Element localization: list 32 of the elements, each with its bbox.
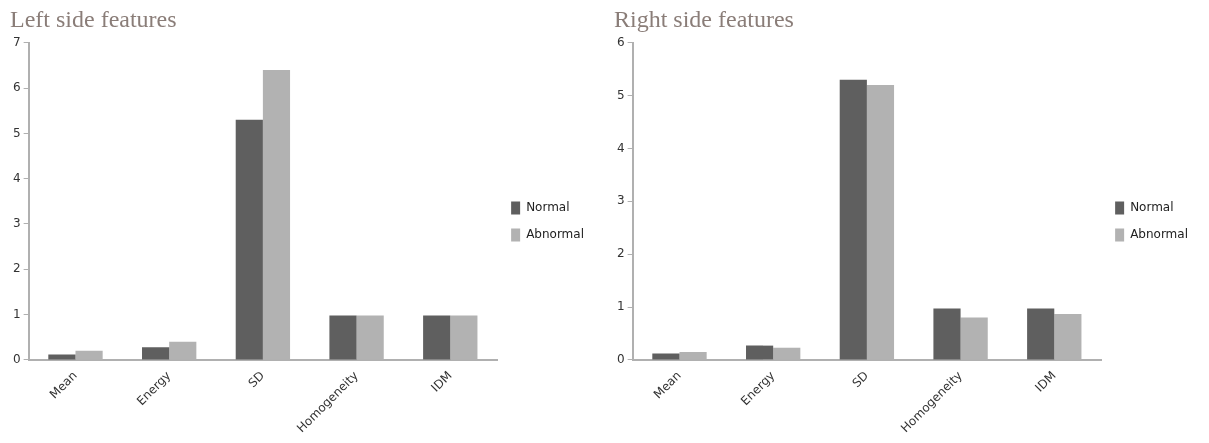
legend-label: Normal — [526, 200, 570, 215]
y-tick-label: 0 — [12, 352, 21, 366]
chart-title: Right side features — [614, 5, 794, 32]
y-tick-label: 2 — [12, 261, 21, 276]
y-tick-label: 1 — [616, 299, 625, 314]
y-tick-label: 5 — [616, 87, 625, 102]
legend-label: Abnormal — [1130, 227, 1188, 242]
bar — [933, 308, 961, 360]
y-tick-label: 6 — [12, 80, 21, 95]
bar — [1027, 308, 1055, 360]
x-tick-label: SD — [849, 368, 872, 391]
y-tick-label: 4 — [12, 170, 21, 185]
y-tick-label: 0 — [616, 352, 625, 366]
y-tick-label: 1 — [12, 306, 21, 321]
y-tick-label: 3 — [12, 216, 21, 231]
y-tick-label: 7 — [12, 34, 21, 49]
bar — [48, 354, 76, 360]
y-tick-label: 4 — [616, 140, 625, 155]
y-tick-label: 3 — [616, 193, 625, 208]
y-tick-label: 5 — [12, 125, 21, 140]
chart-title: Left side features — [10, 5, 177, 32]
bar — [235, 119, 263, 360]
legend-label: Normal — [1130, 200, 1174, 215]
bar — [423, 315, 451, 360]
y-tick-label: 2 — [616, 246, 625, 261]
bar — [142, 347, 170, 360]
bar — [839, 79, 867, 360]
x-tick-label: SD — [245, 368, 268, 391]
bar — [329, 315, 357, 360]
legend-label: Abnormal — [526, 227, 584, 242]
y-tick-label: 6 — [616, 34, 625, 49]
bar — [746, 345, 774, 360]
